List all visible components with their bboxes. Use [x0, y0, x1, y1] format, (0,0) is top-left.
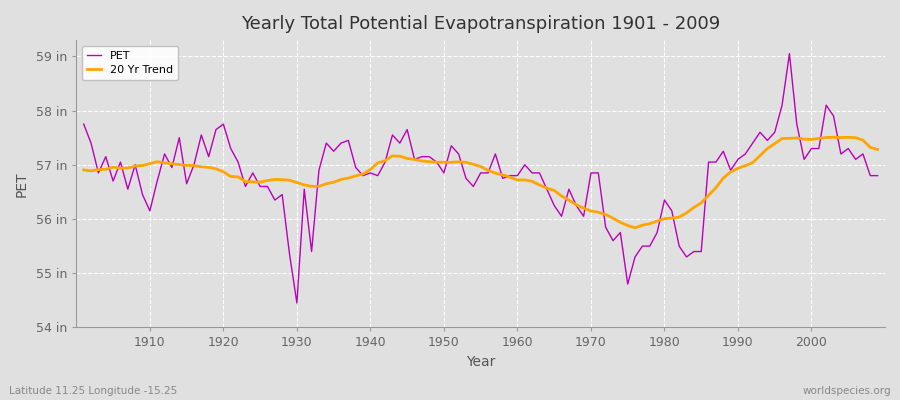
PET — [78, 122, 89, 126]
PET — [137, 192, 148, 197]
PET — [350, 165, 361, 170]
PET — [784, 51, 795, 56]
Y-axis label: PET: PET — [15, 171, 29, 196]
20 Yr Trend — [630, 226, 641, 230]
Line: 20 Yr Trend: 20 Yr Trend — [84, 137, 878, 228]
20 Yr Trend — [828, 135, 839, 140]
PET — [292, 301, 302, 306]
PET — [306, 249, 317, 254]
Legend: PET, 20 Yr Trend: PET, 20 Yr Trend — [82, 46, 178, 80]
PET — [608, 238, 618, 243]
20 Yr Trend — [299, 182, 310, 187]
20 Yr Trend — [343, 176, 354, 180]
Text: Latitude 11.25 Longitude -15.25: Latitude 11.25 Longitude -15.25 — [9, 386, 177, 396]
20 Yr Trend — [137, 163, 148, 168]
20 Yr Trend — [78, 168, 89, 172]
20 Yr Trend — [872, 147, 883, 152]
PET — [512, 173, 523, 178]
PET — [872, 173, 883, 178]
Text: worldspecies.org: worldspecies.org — [803, 386, 891, 396]
20 Yr Trend — [600, 212, 611, 217]
20 Yr Trend — [512, 178, 523, 182]
Line: PET: PET — [84, 54, 878, 303]
Title: Yearly Total Potential Evapotranspiration 1901 - 2009: Yearly Total Potential Evapotranspiratio… — [241, 15, 720, 33]
PET — [519, 162, 530, 167]
X-axis label: Year: Year — [466, 355, 495, 369]
20 Yr Trend — [505, 175, 516, 180]
